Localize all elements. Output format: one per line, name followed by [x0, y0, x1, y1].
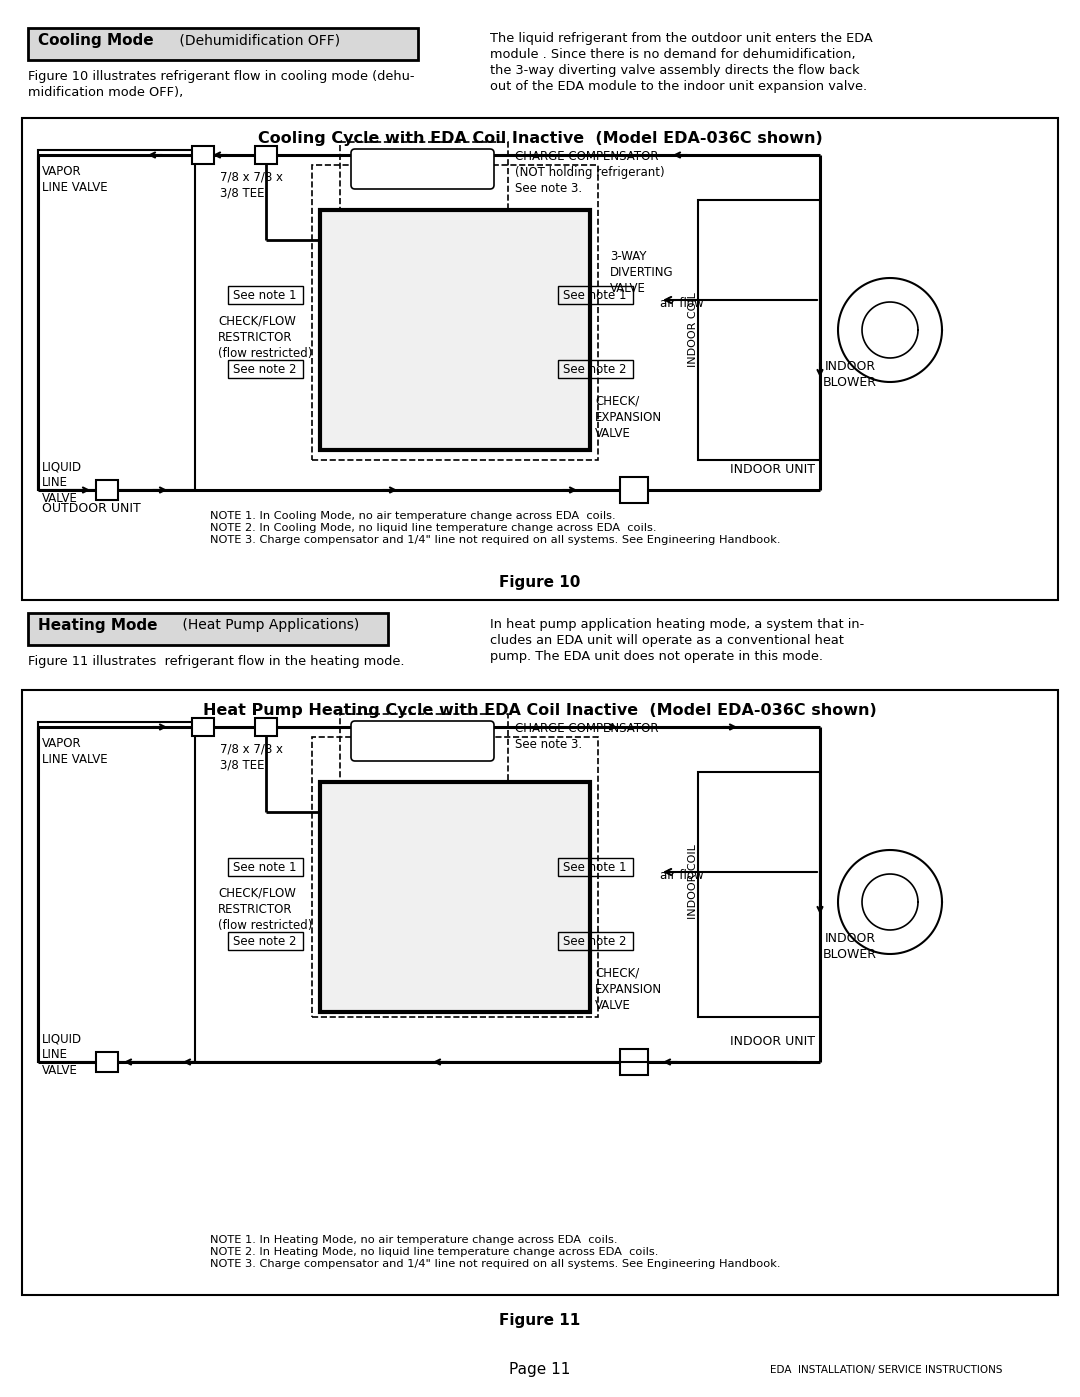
- Bar: [340, 714, 508, 789]
- Bar: [558, 932, 633, 950]
- Text: Cooling Mode: Cooling Mode: [38, 34, 153, 47]
- Text: Cooling Cycle with EDA Coil Inactive  (Model EDA-036C shown): Cooling Cycle with EDA Coil Inactive (Mo…: [258, 131, 822, 147]
- Bar: [320, 210, 590, 450]
- Text: In heat pump application heating mode, a system that in-
cludes an EDA unit will: In heat pump application heating mode, a…: [490, 617, 864, 664]
- Bar: [228, 286, 303, 305]
- Bar: [228, 932, 303, 950]
- Bar: [22, 690, 1058, 1295]
- Text: Page 11: Page 11: [510, 1362, 570, 1377]
- Bar: [320, 782, 590, 1011]
- Text: NOTE 3. Charge compensator and 1/4" line not required on all systems. See Engine: NOTE 3. Charge compensator and 1/4" line…: [210, 535, 781, 545]
- Text: 7/8 x 7/8 x
3/8 TEE: 7/8 x 7/8 x 3/8 TEE: [220, 170, 283, 198]
- Text: See note 2: See note 2: [233, 935, 297, 949]
- Text: INDOOR COIL: INDOOR COIL: [688, 292, 698, 367]
- Bar: [255, 147, 276, 163]
- FancyBboxPatch shape: [351, 721, 494, 761]
- Text: air flow: air flow: [660, 298, 704, 310]
- Text: Heat Pump Heating Cycle with EDA Coil Inactive  (Model EDA-036C shown): Heat Pump Heating Cycle with EDA Coil In…: [203, 703, 877, 718]
- Text: CHECK/
EXPANSION
VALVE: CHECK/ EXPANSION VALVE: [595, 967, 662, 1011]
- Text: See note 2: See note 2: [563, 363, 626, 376]
- Bar: [340, 142, 508, 226]
- Text: INDOOR UNIT: INDOOR UNIT: [730, 462, 815, 476]
- Text: LIQUID
LINE
VALVE: LIQUID LINE VALVE: [42, 1032, 82, 1077]
- Text: INDOOR UNIT: INDOOR UNIT: [730, 1035, 815, 1048]
- Text: CHECK/FLOW
RESTRICTOR
(flow restricted): CHECK/FLOW RESTRICTOR (flow restricted): [218, 887, 312, 932]
- Text: VAPOR
LINE VALVE: VAPOR LINE VALVE: [42, 165, 108, 194]
- Text: NOTE 1. In Cooling Mode, no air temperature change across EDA  coils.: NOTE 1. In Cooling Mode, no air temperat…: [210, 511, 616, 521]
- Text: Heating Mode: Heating Mode: [38, 617, 158, 633]
- Text: See note 1: See note 1: [563, 861, 626, 875]
- Text: INDOOR COIL: INDOOR COIL: [688, 845, 698, 919]
- Text: Figure 11 illustrates  refrigerant flow in the heating mode.: Figure 11 illustrates refrigerant flow i…: [28, 655, 405, 668]
- Text: LIQUID
LINE
VALVE: LIQUID LINE VALVE: [42, 460, 82, 504]
- Text: Figure 10: Figure 10: [499, 576, 581, 590]
- Text: CHARGE COMPENSATOR
(NOT holding refrigerant)
See note 3.: CHARGE COMPENSATOR (NOT holding refriger…: [515, 149, 664, 196]
- Bar: [312, 165, 598, 460]
- Bar: [96, 481, 118, 500]
- Text: See note 1: See note 1: [563, 289, 626, 302]
- Text: NOTE 1. In Heating Mode, no air temperature change across EDA  coils.: NOTE 1. In Heating Mode, no air temperat…: [210, 1235, 618, 1245]
- Bar: [620, 1049, 648, 1076]
- Bar: [38, 149, 195, 490]
- Text: Figure 11: Figure 11: [499, 1313, 581, 1329]
- Text: CHECK/FLOW
RESTRICTOR
(flow restricted): CHECK/FLOW RESTRICTOR (flow restricted): [218, 314, 312, 360]
- Text: CHARGE COMPENSATOR
See note 3.: CHARGE COMPENSATOR See note 3.: [515, 722, 659, 752]
- Bar: [192, 147, 214, 163]
- Text: INDOOR
BLOWER: INDOOR BLOWER: [823, 932, 877, 961]
- Text: Figure 10 illustrates refrigerant flow in cooling mode (dehu-
midification mode : Figure 10 illustrates refrigerant flow i…: [28, 70, 415, 99]
- Text: 7/8 x 7/8 x
3/8 TEE: 7/8 x 7/8 x 3/8 TEE: [220, 742, 283, 771]
- Bar: [620, 476, 648, 503]
- Bar: [558, 360, 633, 379]
- Bar: [698, 200, 820, 460]
- Bar: [22, 117, 1058, 599]
- Text: See note 2: See note 2: [233, 363, 297, 376]
- Text: (Heat Pump Applications): (Heat Pump Applications): [178, 617, 360, 631]
- Text: NOTE 2. In Cooling Mode, no liquid line temperature change across EDA  coils.: NOTE 2. In Cooling Mode, no liquid line …: [210, 522, 657, 534]
- Bar: [192, 718, 214, 736]
- Bar: [558, 858, 633, 876]
- Text: See note 1: See note 1: [233, 289, 297, 302]
- Bar: [255, 718, 276, 736]
- Text: 3-WAY
DIVERTING
VALVE: 3-WAY DIVERTING VALVE: [610, 250, 674, 295]
- Text: The liquid refrigerant from the outdoor unit enters the EDA
module . Since there: The liquid refrigerant from the outdoor …: [490, 32, 873, 94]
- Bar: [28, 613, 388, 645]
- Text: OUTDOOR UNIT: OUTDOOR UNIT: [42, 502, 140, 515]
- Text: NOTE 3. Charge compensator and 1/4" line not required on all systems. See Engine: NOTE 3. Charge compensator and 1/4" line…: [210, 1259, 781, 1268]
- Text: (Dehumidification OFF): (Dehumidification OFF): [175, 34, 340, 47]
- Text: See note 1: See note 1: [233, 861, 297, 875]
- Text: VAPOR
LINE VALVE: VAPOR LINE VALVE: [42, 738, 108, 766]
- Bar: [698, 773, 820, 1017]
- Text: air flow: air flow: [660, 869, 704, 882]
- Text: NOTE 2. In Heating Mode, no liquid line temperature change across EDA  coils.: NOTE 2. In Heating Mode, no liquid line …: [210, 1248, 659, 1257]
- Bar: [228, 858, 303, 876]
- FancyBboxPatch shape: [351, 149, 494, 189]
- Text: CHECK/
EXPANSION
VALVE: CHECK/ EXPANSION VALVE: [595, 395, 662, 440]
- Text: See note 2: See note 2: [563, 935, 626, 949]
- Text: INDOOR
BLOWER: INDOOR BLOWER: [823, 360, 877, 388]
- Bar: [312, 738, 598, 1017]
- Bar: [558, 286, 633, 305]
- Text: EDA  INSTALLATION/ SERVICE INSTRUCTIONS: EDA INSTALLATION/ SERVICE INSTRUCTIONS: [770, 1365, 1002, 1375]
- Bar: [96, 1052, 118, 1071]
- Bar: [228, 360, 303, 379]
- Bar: [38, 722, 195, 1062]
- Bar: [28, 28, 418, 60]
